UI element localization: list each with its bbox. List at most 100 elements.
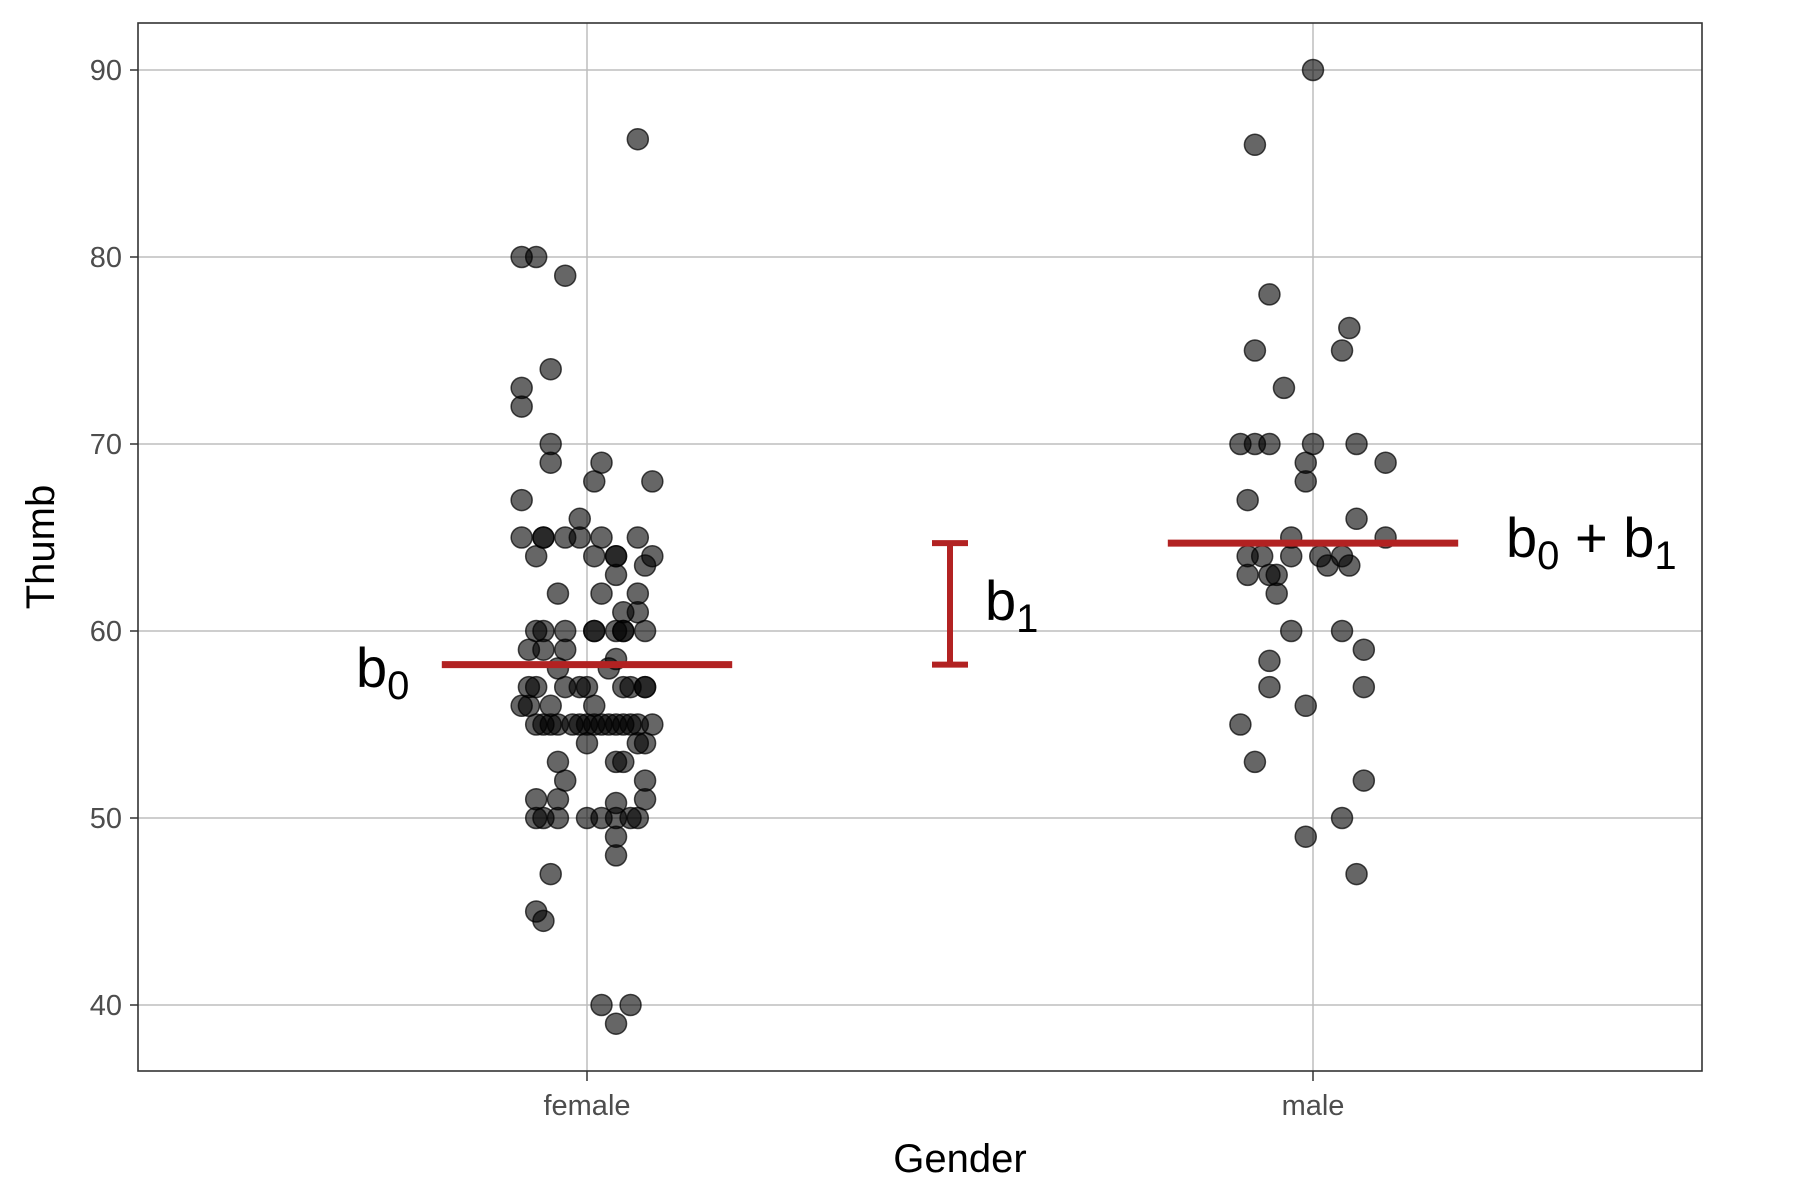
data-point-female: [546, 750, 570, 774]
data-point-female: [539, 357, 562, 381]
data-point-male: [1374, 451, 1397, 474]
data-point-female: [612, 619, 635, 643]
data-point-male: [1279, 544, 1303, 568]
data-point-male: [1236, 488, 1259, 512]
data-point-female: [524, 245, 548, 269]
data-point-male: [1345, 432, 1368, 456]
y-axis-ticks: 40 50 60 70 80 90: [90, 55, 138, 1022]
data-point-female: [539, 862, 562, 886]
data-point-female: [546, 582, 570, 605]
data-point-female: [532, 909, 555, 933]
data-point-female: [626, 601, 650, 624]
y-tick-label: 80: [90, 242, 122, 274]
data-point-female: [532, 638, 555, 661]
data-point-female: [604, 844, 628, 867]
x-axis-ticks: female male: [543, 1071, 1344, 1122]
data-point-male: [1272, 376, 1296, 400]
data-point-female: [532, 526, 555, 549]
data-point-female: [553, 638, 577, 661]
y-tick-label: 50: [90, 803, 122, 835]
data-point-male: [1294, 470, 1317, 493]
plot-border: [137, 22, 1703, 1072]
data-point-male: [1279, 619, 1303, 643]
data-point-female: [517, 694, 541, 718]
data-point-female: [583, 619, 606, 643]
y-tick-label: 70: [90, 429, 122, 461]
data-point-male: [1229, 713, 1252, 736]
data-point-female: [553, 264, 577, 287]
data-point-female: [633, 788, 657, 811]
data-point-male: [1345, 862, 1368, 886]
model-lines: [441, 539, 1459, 669]
data-point-female: [583, 470, 606, 493]
data-point-female: [626, 582, 650, 605]
data-point-male: [1316, 554, 1339, 577]
data-point-male: [1243, 339, 1267, 362]
data-point-male: [1330, 339, 1354, 362]
data-point-female: [568, 507, 591, 531]
data-point-female: [546, 806, 570, 830]
data-point-female: [524, 544, 548, 568]
data-point-female: [568, 526, 591, 549]
y-tick-label: 60: [90, 616, 122, 648]
data-point-male: [1338, 554, 1361, 577]
data-point-male: [1294, 694, 1317, 718]
data-point-male: [1330, 806, 1354, 830]
data-point-male: [1258, 649, 1281, 673]
data-point-female: [590, 526, 613, 549]
data-point-female: [590, 993, 613, 1017]
data-point-female: [575, 731, 599, 755]
data-point-female: [604, 544, 628, 568]
data-point-female: [612, 750, 635, 774]
label-b1: b1: [985, 569, 1038, 641]
data-point-male: [1243, 750, 1267, 774]
data-point-female: [539, 694, 562, 718]
x-tick-label: male: [1282, 1090, 1345, 1122]
data-point-female: [590, 451, 613, 474]
data-point-female: [575, 675, 599, 699]
data-point-female: [619, 993, 642, 1017]
data-point-female: [532, 619, 555, 643]
data-point-female: [553, 619, 577, 643]
data-point-male: [1352, 675, 1376, 699]
data-point-female: [539, 432, 562, 456]
x-axis-title: Gender: [893, 1137, 1026, 1181]
data-point-female: [539, 451, 562, 474]
data-point-female: [546, 788, 570, 811]
data-point-female: [633, 675, 657, 699]
x-tick-label: female: [543, 1090, 630, 1122]
data-point-female: [604, 563, 628, 587]
data-point-female: [546, 657, 570, 680]
label-b0: b0: [356, 636, 409, 708]
y-tick-label: 90: [90, 55, 122, 87]
data-point-female: [626, 127, 650, 151]
data-point-male: [1330, 619, 1354, 643]
data-point-female: [604, 825, 628, 848]
data-point-male: [1352, 638, 1376, 661]
data-point-female: [626, 526, 650, 549]
y-axis-title: Thumb: [19, 485, 63, 610]
data-point-male: [1294, 451, 1317, 474]
data-point-female: [583, 544, 606, 568]
data-point-male: [1265, 582, 1288, 605]
data-point-male: [1301, 432, 1325, 456]
data-point-female: [524, 675, 548, 699]
data-point-male: [1265, 563, 1288, 587]
y-tick-label: 40: [90, 990, 122, 1022]
data-point-male: [1352, 769, 1376, 792]
data-point-female: [583, 694, 606, 718]
data-point-female: [633, 619, 657, 643]
data-point-male: [1250, 544, 1274, 568]
data-point-female: [641, 470, 664, 493]
data-points: [510, 58, 1397, 1035]
data-point-female: [641, 713, 664, 736]
data-point-male: [1338, 316, 1361, 340]
data-point-female: [510, 395, 533, 418]
data-point-male: [1236, 563, 1259, 587]
data-point-male: [1258, 432, 1281, 456]
data-point-female: [633, 731, 657, 755]
data-point-male: [1258, 675, 1281, 699]
data-point-male: [1258, 283, 1281, 306]
